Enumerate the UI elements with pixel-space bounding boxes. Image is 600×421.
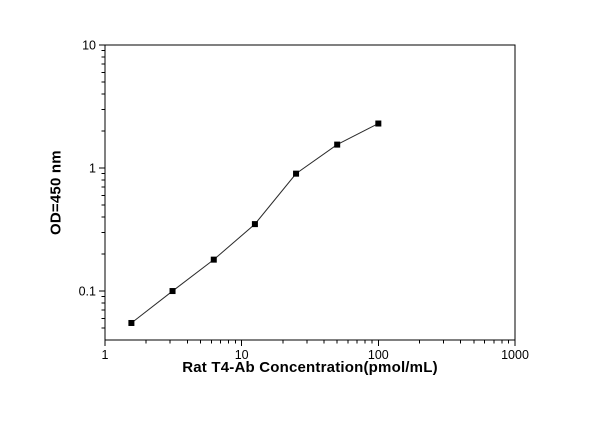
- data-point-marker: [128, 319, 135, 326]
- y-axis-label: OD=450 nm: [47, 150, 65, 235]
- data-point-marker: [169, 288, 176, 295]
- x-tick-label: 1000: [501, 348, 529, 362]
- y-tick-label: 0.1: [79, 285, 96, 299]
- x-axis-label: Rat T4-Ab Concentration(pmol/mL): [182, 359, 438, 376]
- x-tick-label: 100: [368, 348, 389, 362]
- data-point-marker: [293, 170, 300, 177]
- y-tick-label: 1: [89, 162, 96, 176]
- data-point-marker: [251, 221, 258, 228]
- data-point-marker: [334, 141, 341, 148]
- x-tick-label: 10: [235, 348, 249, 362]
- data-point-marker: [210, 256, 217, 263]
- y-tick-label: 10: [82, 39, 96, 53]
- x-tick-label: 1: [102, 348, 109, 362]
- data-point-marker: [375, 120, 382, 127]
- plot-frame: [104, 44, 516, 341]
